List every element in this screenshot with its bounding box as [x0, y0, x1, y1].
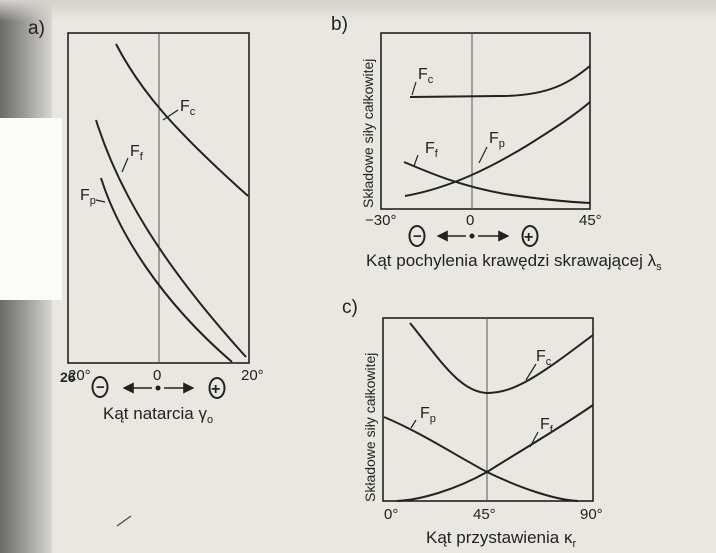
panel-b-origin-dot — [469, 233, 475, 239]
panel-c-curve-fc — [409, 322, 594, 395]
panel-b-label-ff: Ff — [425, 140, 439, 160]
panel-b-curve-ff — [403, 161, 591, 204]
panel-c-x-axis-label: Kąt przystawienia κr — [426, 528, 576, 550]
panel-a-curve-ff — [95, 119, 247, 358]
panel-b-tick-zero: 0 — [466, 212, 474, 229]
panel-a-label-fc: Fc — [180, 98, 196, 118]
panel-b-label-fp: Fp — [489, 130, 505, 150]
panel-a-tick-zero: 0 — [153, 367, 161, 384]
panel-b-minus-icon — [408, 225, 426, 247]
panel-c-tick-left: 0° — [384, 506, 398, 523]
panel-b-curve-fp — [404, 101, 591, 197]
panel-c-leader-ff — [529, 431, 539, 448]
panel-a-leader-fp — [95, 199, 106, 203]
paper-underlay — [0, 118, 62, 300]
panel-b-y-axis-label: Składowe siły całkowitej — [360, 59, 376, 208]
panel-a-origin-dot — [155, 385, 161, 391]
panel-b: b) Składowe siły całkowitej Fc Ff Fp −30… — [331, 14, 662, 273]
panel-a-leader-ff — [121, 157, 129, 173]
panel-a-curve-fp — [100, 177, 233, 363]
panel-b-plus-icon — [521, 225, 539, 247]
panel-b-tick-left: −30° — [365, 212, 396, 229]
panel-c-tick-mid: 45° — [473, 506, 496, 523]
panel-a-leader-fc — [162, 109, 179, 121]
panel-b-label: b) — [331, 14, 348, 35]
panel-a-minus-icon — [91, 376, 109, 398]
panel-a-label: a) — [28, 18, 45, 39]
panel-a-plus-icon — [208, 377, 226, 399]
panel-b-leader-ff — [413, 154, 419, 167]
panel-b-minus-sign: − — [413, 228, 422, 245]
panel-c-label-fc: Fc — [536, 348, 552, 368]
panel-a-minus-sign: − — [96, 379, 105, 396]
panel-c-leader-fp — [410, 419, 417, 429]
panel-c-curve-ff — [396, 404, 594, 502]
panel-c-y-axis-label: Składowe siły całkowitej — [362, 353, 378, 502]
panel-b-plus-sign: + — [524, 229, 533, 246]
panel-a-curve-fc — [115, 43, 249, 197]
scan-top-shadow — [0, 0, 716, 22]
panel-a-plus-sign: + — [211, 381, 220, 398]
panel-b-curve-fc — [409, 65, 591, 98]
panel-c-label-fp: Fp — [420, 405, 436, 425]
panel-c: c) Składowe siły całkowitej Fc Fp Ff 0° … — [342, 297, 603, 550]
panel-b-label-fc: Fc — [418, 66, 434, 86]
panel-a-tick-right: 20° — [241, 367, 264, 384]
panel-b-leader-fc — [411, 81, 417, 96]
pencil-mark — [116, 515, 132, 527]
panel-b-leader-fp — [478, 146, 488, 164]
panel-c-frame — [382, 317, 594, 502]
panel-a-label-ff: Ff — [130, 143, 144, 163]
panel-b-tick-right: 45° — [579, 212, 602, 229]
panel-c-label-ff: Ff — [540, 416, 554, 436]
panel-a-x-axis-label: Kąt natarcia γo — [103, 404, 213, 426]
panel-c-leader-fc — [525, 363, 537, 381]
panel-a-tick-left: 20° — [68, 367, 91, 384]
panel-b-x-axis-label: Kąt pochylenia krawędzi skrawającej λs — [366, 251, 662, 273]
panel-b-frame — [380, 32, 591, 210]
panel-a: a) Fc Ff Fp 26 20° 0 20° − + Kąt natarci… — [28, 18, 264, 527]
panel-c-tick-right: 90° — [580, 506, 603, 523]
panel-c-label: c) — [342, 297, 358, 318]
panel-a-label-fp: Fp — [80, 187, 96, 207]
panel-a-tick-overprint: 26 — [60, 369, 76, 385]
